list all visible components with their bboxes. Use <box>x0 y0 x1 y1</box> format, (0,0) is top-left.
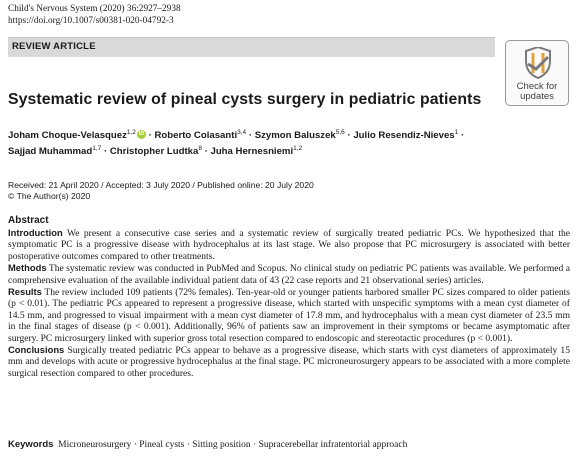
author[interactable]: Sajjad Muhammad1,7 <box>8 145 102 157</box>
abstract-results: Results The review included 109 patients… <box>8 286 570 344</box>
author-list: Joham Choque-Velasquez1,2 · Roberto Cola… <box>8 128 568 160</box>
copyright-notice: © The Author(s) 2020 <box>8 191 91 201</box>
abstract-introduction: Introduction We present a consecutive ca… <box>8 227 570 262</box>
article-type-label: REVIEW ARTICLE <box>12 41 96 52</box>
doi-link[interactable]: https://doi.org/10.1007/s00381-020-04792… <box>8 16 174 26</box>
keyword[interactable]: Supracerebellar infratentorial approach <box>258 440 408 450</box>
check-for-updates-text: Check for updates <box>516 81 558 102</box>
author[interactable]: Juha Hernesniemi1,2 <box>210 145 303 157</box>
orcid-icon[interactable] <box>136 130 146 139</box>
check-for-updates-badge[interactable]: Check for updates <box>505 40 569 106</box>
author[interactable]: Christopher Ludtka8 <box>109 145 202 157</box>
keyword[interactable]: Microneurosurgery <box>58 440 132 450</box>
publication-dates: Received: 21 April 2020 / Accepted: 3 Ju… <box>8 180 314 190</box>
keyword[interactable]: Pineal cysts <box>139 440 185 450</box>
abstract-methods: Methods The systematic review was conduc… <box>8 262 570 286</box>
journal-citation: Child's Nervous System (2020) 36:2927–29… <box>8 4 181 14</box>
abstract-heading: Abstract <box>8 215 49 226</box>
article-type-bar: REVIEW ARTICLE <box>8 37 495 57</box>
keywords-label: Keywords <box>8 439 54 450</box>
author[interactable]: Julio Resendiz-Nieves1 <box>353 129 459 141</box>
author[interactable]: Szymon Baluszek5,6 <box>254 129 345 141</box>
keywords: Keywords Microneurosurgery · Pineal cyst… <box>8 439 408 450</box>
abstract-conclusions: Conclusions Surgically treated pediatric… <box>8 344 570 379</box>
abstract: Abstract Introduction We present a conse… <box>8 215 570 379</box>
author[interactable]: Joham Choque-Velasquez1,2 <box>8 129 146 141</box>
author[interactable]: Roberto Colasanti3,4 <box>154 129 247 141</box>
article-title: Systematic review of pineal cysts surger… <box>8 91 482 108</box>
check-for-updates-icon <box>525 47 551 79</box>
keyword[interactable]: Sitting position <box>192 440 251 450</box>
